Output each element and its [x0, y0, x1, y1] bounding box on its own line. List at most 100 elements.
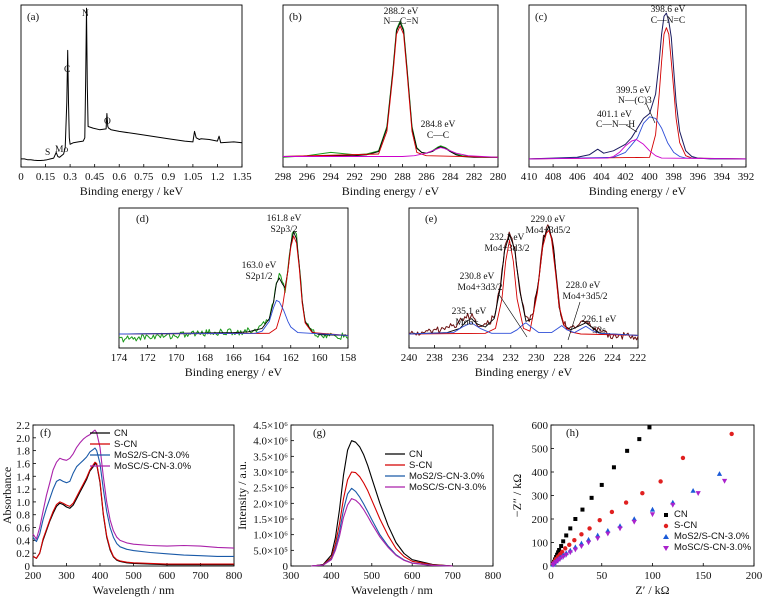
series-line — [311, 471, 453, 567]
annotation: 398.6 eV — [651, 5, 686, 15]
x-tick-label: 0.45 — [85, 171, 105, 183]
annotation: 161.8 eV — [267, 214, 302, 224]
x-tick-label: 0.75 — [134, 171, 154, 183]
x-tick-label: 170 — [168, 352, 185, 364]
data-point — [564, 533, 569, 538]
y-tick-label: 2.0×10⁶ — [253, 498, 288, 510]
x-tick-label: 400 — [641, 171, 658, 183]
annotation: 228.0 eV — [566, 281, 601, 291]
annotation-arrow — [567, 301, 581, 341]
legend-label: S-CN — [409, 460, 432, 471]
data-point — [695, 491, 701, 496]
x-tick-label: 500 — [125, 570, 142, 582]
data-point — [640, 490, 645, 496]
data-point — [721, 478, 728, 484]
panel-label: (a) — [27, 11, 40, 23]
data-point — [605, 527, 611, 533]
series-line — [32, 462, 234, 566]
x-tick-label: 100 — [644, 570, 661, 582]
x-tick-label: 150 — [695, 570, 712, 582]
y-tick-label: 3.5×10⁶ — [253, 451, 288, 463]
panel-label: (d) — [136, 213, 149, 225]
x-tick-label: 166 — [225, 352, 242, 364]
annotation: 226.1 eV — [582, 315, 617, 325]
data-point — [623, 500, 629, 505]
series-line — [32, 447, 234, 557]
legend-label: MoSC/S-CN-3.0% — [409, 482, 487, 493]
series-line — [408, 229, 639, 336]
data-point — [729, 431, 734, 437]
x-tick-label: 1.35 — [232, 171, 252, 183]
x-tick-label: 222 — [630, 352, 647, 364]
x-tick-label: 500 — [364, 570, 381, 582]
data-point — [557, 548, 562, 553]
x-tick-label: 232 — [503, 352, 520, 364]
panel-d: 174 172 170 168 166 164 162 160 158 Binding energ… — [111, 207, 357, 379]
legend-label: S-CN — [114, 439, 137, 450]
x-tick-label: 234 — [477, 352, 494, 364]
x-tick-label: 228 — [553, 352, 570, 364]
y-tick-label: 4.5×10⁶ — [253, 420, 288, 432]
y-tick-label: 2.2 — [16, 420, 30, 432]
annotation: C—N=C — [651, 16, 685, 26]
peak-label-O: O — [104, 117, 111, 127]
x-tick-label: 174 — [111, 352, 128, 364]
x-tick-label: 700 — [444, 570, 461, 582]
y-tick-label: 1.5×10⁶ — [253, 514, 288, 526]
data-point — [560, 554, 566, 560]
x-tick-label: 236 — [452, 352, 469, 364]
data-point — [597, 517, 602, 523]
x-tick-label: 294 — [323, 171, 340, 183]
series-line — [528, 139, 747, 160]
y-tick-label: 1.8 — [16, 446, 30, 458]
data-point — [578, 544, 585, 550]
x-tick-label: 50 — [596, 570, 608, 582]
x-tick-label: 300 — [58, 570, 75, 582]
x-tick-label: 394 — [714, 171, 731, 183]
annotation: N—C=N — [384, 17, 419, 27]
series-line — [408, 225, 639, 336]
x-tick-label: 0.3 — [63, 171, 77, 183]
annotation: Mo4+3d3/2 — [485, 244, 530, 254]
y-tick-label: 300 — [532, 491, 549, 503]
x-tick-label: 408 — [545, 171, 562, 183]
annotation: Mo4+3d5/2 — [526, 226, 571, 236]
panel-label: (b) — [289, 11, 302, 23]
x-tick-label: 400 — [323, 570, 340, 582]
data-point — [658, 479, 663, 484]
panel-label: (f) — [40, 427, 51, 439]
annotation: 399.5 eV — [616, 86, 651, 96]
data-point — [631, 519, 637, 525]
annotation: 288.2 eV — [384, 7, 419, 17]
annotation: 235.1 eV — [452, 307, 487, 317]
series-line — [311, 440, 453, 567]
data-point — [559, 549, 565, 555]
plot-frame — [282, 4, 499, 168]
data-point — [585, 536, 592, 542]
legend-label: S-CN — [674, 520, 697, 531]
annotation: 401.1 eV — [597, 110, 632, 120]
data-point — [563, 546, 568, 551]
y-tick-label: 0 — [283, 561, 289, 573]
data-point — [567, 550, 573, 556]
x-tick-label: 600 — [404, 570, 421, 582]
annotation: Mo4+3d5/2 — [563, 292, 608, 302]
legend-marker — [664, 513, 668, 517]
x-tick-label: 280 — [490, 171, 507, 183]
data-point — [611, 465, 616, 470]
x-tick-label: 0 — [18, 171, 24, 183]
data-point — [617, 526, 623, 532]
x-tick-label: 240 — [401, 352, 418, 364]
annotation: 232.1 eV — [490, 233, 525, 243]
y-axis-label: Intensity / a.u. — [235, 461, 249, 530]
x-tick-label: 286 — [418, 171, 435, 183]
legend-label: MoS2/S-CN-3.0% — [674, 531, 750, 542]
data-point — [595, 532, 601, 538]
panel-f: 200 300 400 500 600 700 800 00.20.40.60.81.01.2… — [0, 420, 243, 597]
data-point — [625, 448, 630, 453]
y-tick-label: 1.0 — [16, 497, 30, 509]
y-tick-label: 1.4 — [16, 471, 30, 483]
y-tick-label: 2.5×10⁶ — [253, 483, 288, 495]
plot-frame — [290, 424, 494, 567]
annotation: S2p1/2 — [246, 272, 273, 282]
